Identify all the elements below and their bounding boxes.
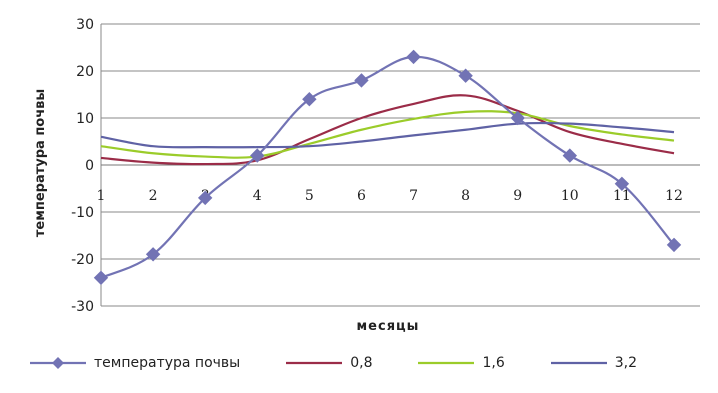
x-tick-label: 11 <box>613 188 631 204</box>
data-point <box>302 91 317 107</box>
x-tick-label: 5 <box>305 188 314 204</box>
y-tick-label: -10 <box>71 205 94 221</box>
data-point <box>562 148 578 163</box>
data-point <box>614 176 630 192</box>
data-point <box>666 237 682 253</box>
y-tick-label: -20 <box>71 252 94 268</box>
data-point <box>458 68 473 83</box>
y-tick-label: 20 <box>76 64 94 80</box>
legend: температура почвы 0,8 1,6 3,2 <box>28 352 681 374</box>
data-point <box>510 110 525 126</box>
data-point <box>197 190 213 206</box>
y-tick-label: -30 <box>71 299 94 315</box>
legend-label: 3,2 <box>614 355 638 371</box>
y-tick-label: 10 <box>76 111 94 127</box>
x-axis-title: месяцы <box>357 319 420 334</box>
legend-item: 0,8 <box>284 355 372 371</box>
series-line-2 <box>100 110 675 159</box>
x-tick-label: 4 <box>253 188 262 204</box>
series-line-3 <box>100 121 675 149</box>
legend-label: 0,8 <box>350 355 373 371</box>
y-tick-label: 30 <box>76 17 94 33</box>
data-point <box>93 270 109 286</box>
series-line-0 <box>100 55 675 279</box>
legend-swatch <box>286 361 343 365</box>
legend-item: 1,6 <box>416 355 505 371</box>
x-tick-label: 12 <box>665 188 683 204</box>
series-line-1 <box>100 94 675 166</box>
x-tick-label: 1 <box>97 188 106 204</box>
legend-swatch <box>550 361 607 365</box>
data-point <box>406 49 421 65</box>
y-tick-label: 0 <box>85 158 94 174</box>
data-point <box>354 73 369 88</box>
legend-label: температура почвы <box>94 355 241 371</box>
legend-item: 3,2 <box>549 355 637 371</box>
x-tick-label: 10 <box>561 188 579 204</box>
legend-label: 1,6 <box>482 355 505 371</box>
x-tick-label: 8 <box>461 188 470 204</box>
legend-item: температура почвы <box>28 355 240 371</box>
data-point <box>250 148 265 163</box>
x-tick-label: 7 <box>409 188 418 204</box>
x-tick-label: 2 <box>149 188 158 204</box>
y-axis-title: температура почвы <box>33 89 48 237</box>
data-point <box>145 247 161 262</box>
legend-marker <box>52 357 64 369</box>
legend-swatch <box>30 357 86 369</box>
legend-swatch <box>418 361 475 365</box>
x-tick-label: 6 <box>357 188 366 204</box>
x-tick-label: 9 <box>513 188 522 204</box>
